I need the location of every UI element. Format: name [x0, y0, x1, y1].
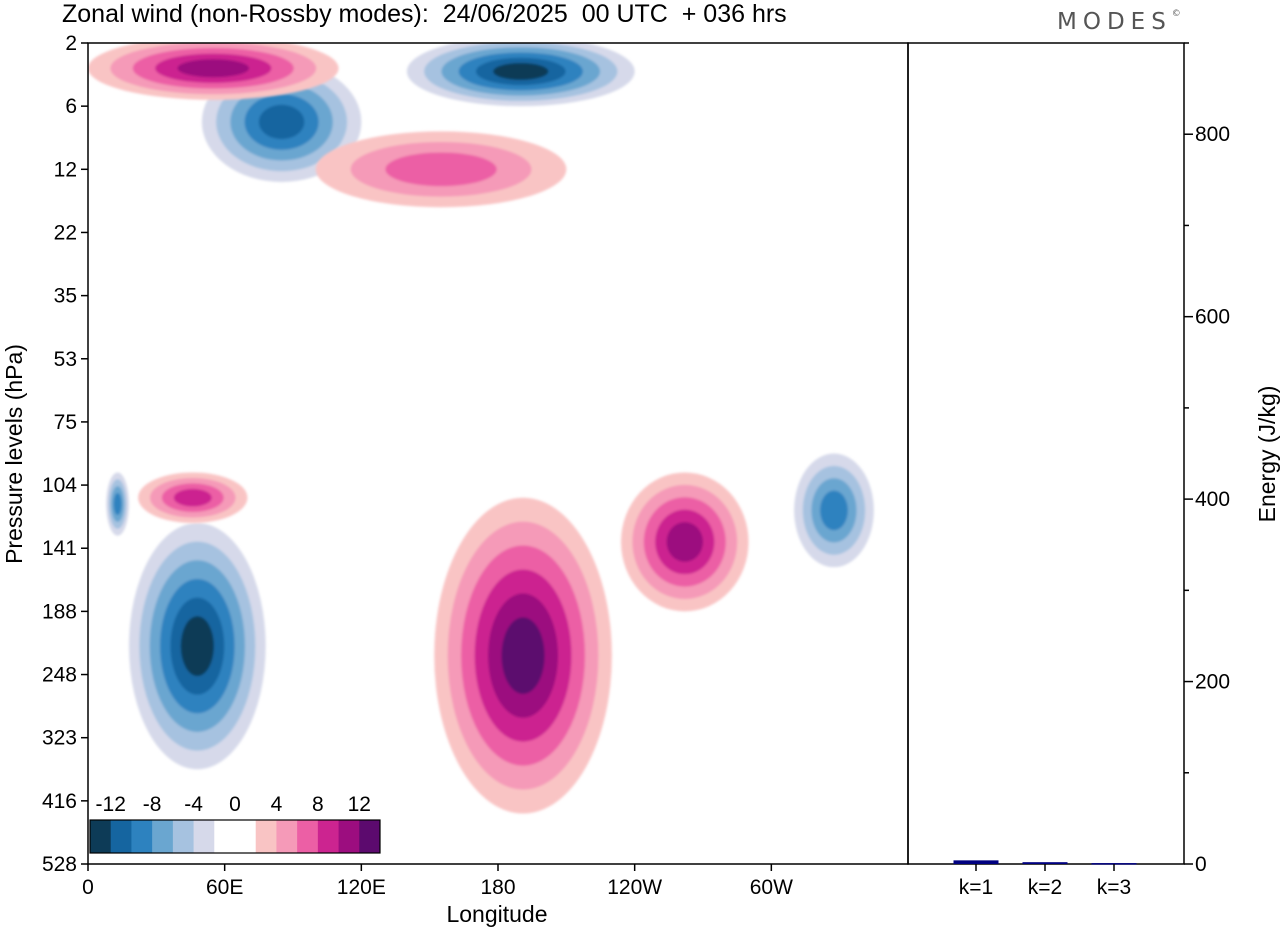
energy-bar — [953, 860, 999, 864]
energy-bars: k=1 k=2 k=3 — [953, 860, 1137, 899]
y-tick-label: 22 — [54, 221, 77, 244]
colorbar-label: 0 — [229, 793, 241, 816]
wind-feature-positive — [315, 131, 567, 208]
y-tick-label: 248 — [42, 664, 77, 687]
colorbar-swatch — [152, 820, 174, 853]
contour-level — [820, 490, 848, 531]
colorbar-label: -4 — [184, 793, 203, 816]
wind-field — [88, 43, 874, 814]
y-tick-label: 188 — [42, 600, 77, 623]
y-tick-label: 35 — [54, 285, 77, 308]
x-tick-label: 60E — [206, 876, 243, 899]
colorbar-label: 4 — [271, 793, 283, 816]
y-tick-label: 6 — [65, 95, 77, 118]
energy-tick-label: 0 — [1195, 853, 1207, 876]
colorbar-swatch — [172, 820, 194, 853]
x-tick-label: 60W — [750, 876, 793, 899]
y-tick-label: 53 — [54, 348, 77, 371]
brand-mark: © — [1171, 9, 1181, 19]
x-tick-label: 0 — [82, 876, 94, 899]
wind-feature-negative — [406, 43, 635, 107]
colorbar-swatch — [276, 820, 298, 853]
wind-feature-positive — [621, 472, 749, 612]
energy-axes: 0 200 400 600 800 — [1184, 42, 1230, 876]
contour-level — [113, 493, 122, 516]
contour-level — [173, 488, 212, 507]
colorbar-swatch — [255, 820, 277, 853]
contour-level — [180, 616, 214, 676]
energy-tick-label: 800 — [1195, 123, 1230, 146]
contour-level — [666, 522, 703, 562]
colorbar-swatch — [359, 820, 381, 853]
contour-level — [177, 59, 250, 78]
wind-feature-positive — [138, 472, 248, 523]
chart-title: Zonal wind (non-Rossby modes): 24/06/202… — [62, 0, 787, 28]
brand-logo: MODES© — [1057, 9, 1181, 35]
x-tick-label: 120E — [337, 876, 386, 899]
colorbar-label: 12 — [348, 793, 371, 816]
contour-level — [258, 104, 305, 140]
x-tick-label: 120W — [607, 876, 662, 899]
colorbar-label: -8 — [143, 793, 162, 816]
y-tick-label: 323 — [42, 727, 77, 750]
colorbar-swatch — [338, 820, 360, 853]
contour-level — [385, 152, 497, 187]
energy-bar — [1091, 863, 1137, 865]
energy-axis-title: Energy (J/kg) — [1254, 386, 1280, 523]
y-tick-label: 2 — [65, 32, 77, 55]
colorbar-swatch — [131, 820, 153, 853]
brand-text: MODES — [1057, 9, 1172, 35]
energy-tick-label: 400 — [1195, 488, 1230, 511]
energy-bar — [1022, 862, 1068, 864]
wind-feature-negative — [106, 472, 129, 536]
x-tick-label: 180 — [480, 876, 515, 899]
colorbar: -12 -8 -4 0 4 8 12 — [89, 793, 381, 854]
y-tick-label: 528 — [42, 853, 77, 876]
energy-category-label: k=2 — [1028, 876, 1062, 899]
energy-tick-label: 600 — [1195, 306, 1230, 329]
y-tick-label: 75 — [54, 411, 77, 434]
y-axis-title: Pressure levels (hPa) — [1, 344, 27, 564]
colorbar-label: 8 — [312, 793, 324, 816]
energy-frame — [907, 42, 1185, 865]
colorbar-swatch — [110, 820, 132, 853]
energy-tick-label: 200 — [1195, 671, 1230, 694]
colorbar-frame — [89, 819, 381, 854]
energy-category-label: k=3 — [1097, 876, 1131, 899]
colorbar-swatch — [90, 820, 112, 853]
colorbar-swatch — [235, 820, 257, 853]
colorbar-label: -12 — [96, 793, 126, 816]
energy-category-label: k=1 — [959, 876, 993, 899]
wind-feature-negative — [129, 522, 266, 770]
y-tick-label: 416 — [42, 790, 77, 813]
wind-feature-positive — [88, 43, 339, 100]
y-tick-label: 141 — [42, 537, 77, 560]
wind-feature-negative — [794, 453, 874, 568]
colorbar-swatch — [214, 820, 236, 853]
y-tick-label: 12 — [54, 158, 77, 181]
colorbar-swatch — [193, 820, 215, 853]
colorbar-swatch — [297, 820, 319, 853]
wind-feature-positive — [434, 497, 612, 814]
contour-level — [493, 62, 549, 80]
contour-level — [501, 617, 545, 694]
y-tick-label: 104 — [42, 474, 77, 497]
x-axis-title: Longitude — [446, 901, 547, 927]
colorbar-swatch — [317, 820, 339, 853]
